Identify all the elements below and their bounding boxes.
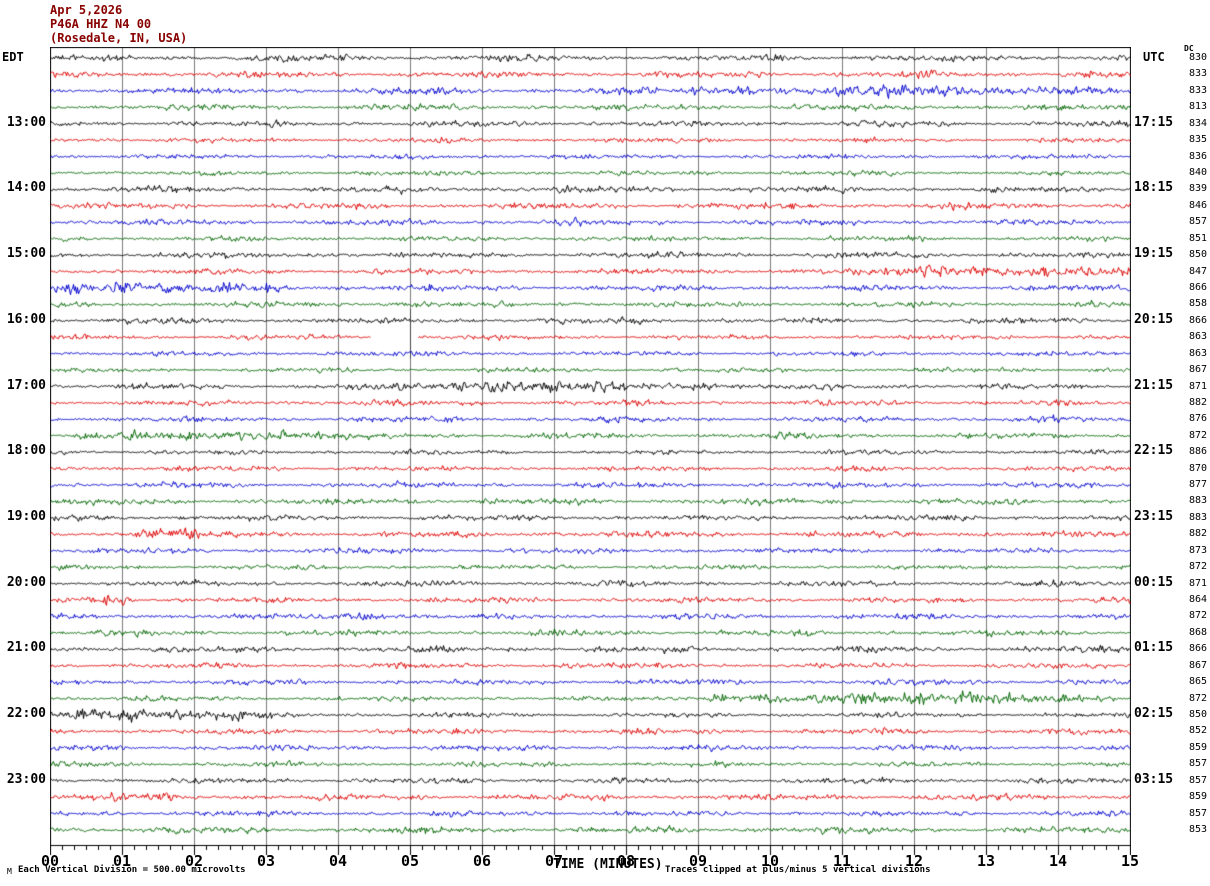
dc-value: 866: [1188, 314, 1207, 326]
x-tick-label: 05: [400, 852, 420, 870]
dc-value: 871: [1188, 577, 1207, 589]
dc-value: 813: [1188, 101, 1207, 113]
utc-time-label: 17:15: [1134, 114, 1174, 130]
x-tick-label: 08: [616, 852, 636, 870]
utc-column-label: UTC: [1143, 50, 1165, 64]
utc-time-label: 23:15: [1134, 508, 1174, 524]
dc-value: 863: [1188, 331, 1207, 343]
dc-column-label: DC: [1184, 44, 1194, 53]
dc-value: 873: [1188, 544, 1207, 556]
dc-value: 863: [1188, 347, 1207, 359]
edt-time-label: 20:00: [6, 574, 46, 590]
dc-value: 872: [1188, 692, 1207, 704]
x-tick-label: 11: [832, 852, 852, 870]
edt-column-label: EDT: [2, 50, 24, 64]
edt-time-label: 17:00: [6, 377, 46, 393]
dc-value: 857: [1188, 807, 1207, 819]
dc-value: 833: [1188, 68, 1207, 80]
utc-time-label: 20:15: [1134, 311, 1174, 327]
vertical-division-note: Each Vertical Division = 500.00 microvol…: [18, 865, 246, 875]
edt-time-label: 16:00: [6, 311, 46, 327]
x-tick-label: 13: [976, 852, 996, 870]
utc-time-label: 19:15: [1134, 246, 1174, 262]
dc-value: 857: [1188, 758, 1207, 770]
dc-value: 872: [1188, 561, 1207, 573]
dc-value: 851: [1188, 232, 1207, 244]
dc-value: 870: [1188, 462, 1207, 474]
x-tick-label: 02: [184, 852, 204, 870]
header-station: P46A HHZ N4 00: [50, 17, 152, 31]
x-tick-label: 10: [760, 852, 780, 870]
dc-value: 867: [1188, 659, 1207, 671]
utc-time-label: 03:15: [1134, 771, 1174, 787]
dc-value: 876: [1188, 413, 1207, 425]
x-tick-label: 01: [112, 852, 132, 870]
dc-value: 852: [1188, 725, 1207, 737]
edt-time-label: 23:00: [6, 771, 46, 787]
dc-value: 872: [1188, 429, 1207, 441]
x-tick-label: 07: [544, 852, 564, 870]
dc-value: 850: [1188, 709, 1207, 720]
edt-time-label: 14:00: [6, 180, 46, 196]
dc-value: 883: [1188, 511, 1207, 523]
dc-value: 882: [1188, 396, 1207, 408]
edt-time-label: 21:00: [6, 640, 46, 656]
dc-value: 834: [1188, 117, 1207, 129]
utc-time-label: 22:15: [1134, 443, 1174, 459]
dc-value: 839: [1188, 183, 1207, 195]
dc-value: 850: [1188, 249, 1207, 261]
seismogram-traces-canvas: [50, 47, 1131, 859]
x-tick-label: 12: [904, 852, 924, 870]
dc-value: 871: [1188, 380, 1207, 392]
utc-time-label: 00:15: [1134, 574, 1174, 590]
edt-time-label: 13:00: [6, 114, 46, 130]
edt-time-label: 15:00: [6, 246, 46, 262]
dc-value: 867: [1188, 364, 1207, 376]
utc-time-label: 21:15: [1134, 377, 1174, 393]
x-tick-label: 06: [472, 852, 492, 870]
dc-value: 866: [1188, 281, 1207, 293]
dc-value: 858: [1188, 298, 1207, 310]
x-axis-title: TIME (MINUTES): [553, 857, 663, 872]
edt-time-label: 18:00: [6, 443, 46, 459]
utc-time-label: 02:15: [1134, 706, 1174, 721]
header-date: Apr 5,2026: [50, 3, 123, 17]
edt-time-label: 22:00: [6, 706, 46, 721]
dc-value: 883: [1188, 495, 1207, 507]
dc-value: 865: [1188, 676, 1207, 688]
x-tick-label: 03: [256, 852, 276, 870]
x-tick-label: 15: [1120, 852, 1140, 870]
dc-value: 868: [1188, 626, 1207, 638]
utc-time-label: 18:15: [1134, 180, 1174, 196]
dc-value: 857: [1188, 774, 1207, 786]
dc-value: 835: [1188, 134, 1207, 146]
dc-value: 877: [1188, 479, 1207, 491]
x-tick-label: 14: [1048, 852, 1068, 870]
dc-value: 836: [1188, 150, 1207, 162]
dc-value: 840: [1188, 166, 1207, 178]
edt-time-label: 19:00: [6, 508, 46, 524]
dc-value: 846: [1188, 199, 1207, 211]
utc-time-label: 01:15: [1134, 640, 1174, 656]
dc-value: 859: [1188, 791, 1207, 803]
x-tick-label: 00: [40, 852, 60, 870]
dc-value: 857: [1188, 216, 1207, 228]
dc-value: 886: [1188, 446, 1207, 458]
x-tick-label: 04: [328, 852, 348, 870]
dc-value: 830: [1188, 52, 1207, 63]
clipping-note: Traces clipped at plus/minus 5 vertical …: [665, 865, 931, 875]
dc-value: 847: [1188, 265, 1207, 277]
dc-value: 859: [1188, 741, 1207, 753]
dc-value: 853: [1188, 823, 1207, 835]
dc-value: 882: [1188, 528, 1207, 540]
header-location: (Rosedale, IN, USA): [50, 31, 188, 45]
dc-value: 872: [1188, 610, 1207, 622]
dc-value: 864: [1188, 594, 1207, 606]
dc-value: 866: [1188, 643, 1207, 655]
x-tick-label: 09: [688, 852, 708, 870]
dc-value: 833: [1188, 84, 1207, 96]
corner-mark: M: [7, 867, 12, 876]
